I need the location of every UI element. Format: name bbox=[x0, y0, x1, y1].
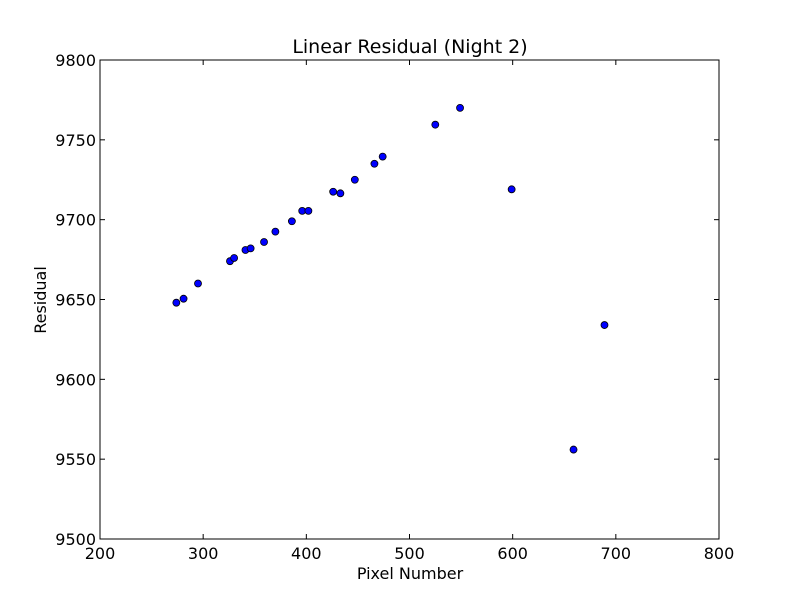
data-point bbox=[456, 104, 464, 112]
x-tick-label: 200 bbox=[85, 544, 116, 563]
plot-area bbox=[100, 60, 719, 539]
data-point bbox=[378, 152, 387, 161]
x-tick-label: 500 bbox=[394, 544, 425, 563]
x-tick-label: 700 bbox=[601, 544, 632, 563]
y-tick-label: 9800 bbox=[55, 51, 96, 70]
data-point bbox=[260, 238, 268, 246]
x-tick-label: 600 bbox=[497, 544, 528, 563]
chart-title: Linear Residual (Night 2) bbox=[292, 36, 527, 58]
y-tick-label: 9750 bbox=[55, 131, 96, 150]
y-tick-label: 9550 bbox=[55, 450, 96, 469]
data-points bbox=[172, 104, 609, 454]
axis-ticks: 200 300 400 500 600 700 800 9500 9550 9600 9650 970… bbox=[55, 51, 734, 563]
data-point bbox=[179, 294, 188, 303]
y-tick-label: 9650 bbox=[55, 291, 96, 310]
x-tick-label: 400 bbox=[291, 544, 322, 563]
data-point bbox=[431, 120, 440, 129]
data-point bbox=[336, 189, 345, 198]
x-tick-label: 300 bbox=[188, 544, 219, 563]
data-point bbox=[600, 321, 609, 329]
y-tick-label: 9700 bbox=[55, 211, 96, 230]
x-axis-label: Pixel Number bbox=[357, 564, 464, 583]
data-point bbox=[271, 227, 280, 236]
data-point bbox=[350, 175, 359, 184]
plot-background bbox=[100, 60, 719, 539]
y-tick-label: 9600 bbox=[55, 370, 96, 389]
y-axis-label: Residual bbox=[31, 266, 50, 334]
data-point bbox=[329, 187, 338, 196]
data-point bbox=[304, 206, 313, 215]
data-point bbox=[569, 445, 578, 454]
data-point bbox=[194, 279, 202, 288]
y-tick-label: 9500 bbox=[55, 530, 96, 549]
data-point bbox=[370, 159, 379, 168]
data-point bbox=[246, 244, 255, 253]
data-point bbox=[230, 254, 239, 262]
data-point bbox=[507, 185, 516, 194]
data-point bbox=[172, 298, 181, 307]
plot-frame bbox=[99, 59, 720, 540]
data-point bbox=[287, 217, 296, 226]
x-tick-label: 800 bbox=[704, 544, 735, 563]
